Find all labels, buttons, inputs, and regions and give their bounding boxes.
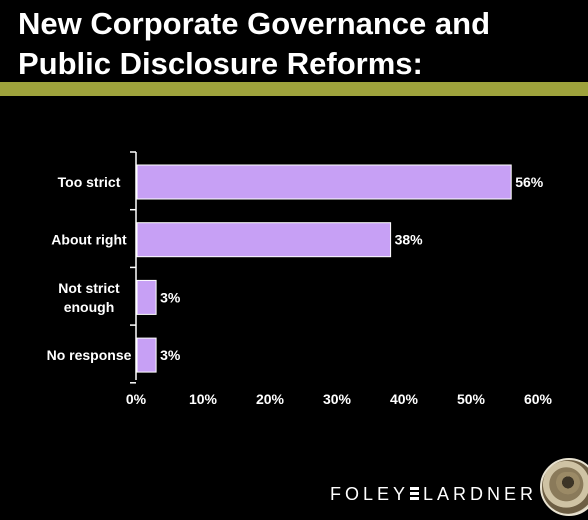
brand-wordmark: FOLEY LARDNER xyxy=(330,484,537,505)
bar-value-label: 56% xyxy=(515,174,544,190)
x-tick-label: 30% xyxy=(323,391,352,407)
bar-2 xyxy=(136,279,157,315)
bar-chart: 56% Too strict 38% About right 3% Not strict e… xyxy=(47,151,553,407)
category-label: Too strict xyxy=(58,174,121,190)
category-label: About right xyxy=(51,232,127,248)
title-divider-bar xyxy=(0,82,588,96)
bar-3 xyxy=(136,337,157,373)
x-tick-label: 50% xyxy=(457,391,486,407)
bar-value-label: 3% xyxy=(160,289,181,305)
bars-group xyxy=(136,164,512,373)
category-label: No response xyxy=(47,347,132,363)
bar-value-label: 3% xyxy=(160,347,181,363)
category-label: Not strict xyxy=(58,280,120,296)
firm-seal-logo-icon xyxy=(540,458,588,516)
x-tick-label: 0% xyxy=(126,391,147,407)
brand-right-text: LARDNER xyxy=(423,484,538,504)
x-tick-label: 60% xyxy=(524,391,553,407)
brand-left-text: FOLEY xyxy=(330,484,410,504)
bar-0 xyxy=(136,164,512,200)
axis-group xyxy=(130,151,137,384)
x-tick-label: 40% xyxy=(390,391,419,407)
slide-title: New Corporate Governance and Public Disc… xyxy=(18,6,491,81)
bar-value-label: 38% xyxy=(395,232,424,248)
x-tick-label: 10% xyxy=(189,391,218,407)
labels-group: 56% Too strict 38% About right 3% Not strict e… xyxy=(47,174,553,407)
brand-separator-icon xyxy=(410,487,420,501)
x-tick-label: 20% xyxy=(256,391,285,407)
bar-1 xyxy=(136,222,392,258)
category-label: enough xyxy=(64,299,115,315)
